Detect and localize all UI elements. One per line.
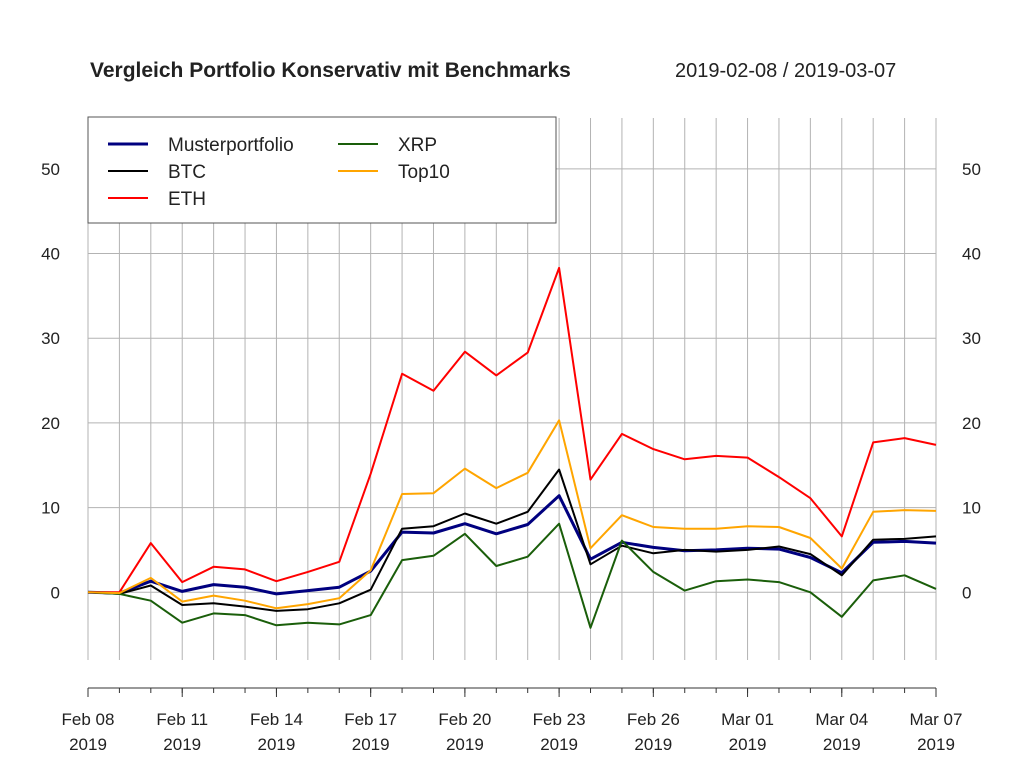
x-tick-label: Feb 17 (344, 710, 397, 729)
chart-subtitle: 2019-02-08 / 2019-03-07 (675, 60, 896, 82)
y-tick-label-left: 50 (41, 160, 60, 179)
x-tick-label: Feb 11 (156, 710, 208, 729)
x-tick-year: 2019 (917, 735, 955, 754)
series-line-top10 (87, 419, 937, 610)
chart-title: Vergleich Portfolio Konservativ mit Benc… (90, 59, 571, 82)
x-tick-year: 2019 (729, 735, 767, 754)
x-tick-year: 2019 (634, 735, 672, 754)
x-tick-label: Feb 26 (627, 710, 680, 729)
legend-box (87, 116, 557, 224)
x-tick-year: 2019 (823, 735, 861, 754)
y-tick-label-right: 40 (962, 245, 981, 264)
legend-label: Top10 (398, 162, 450, 183)
x-tick-year: 2019 (258, 735, 296, 754)
y-tick-label-right: 0 (962, 583, 971, 602)
legend-label: XRP (398, 135, 437, 156)
x-tick-year: 2019 (69, 735, 107, 754)
x-tick-year: 2019 (352, 735, 390, 754)
x-tick-label: Mar 04 (815, 710, 868, 729)
series-line-eth (88, 266, 937, 594)
x-tick-label: Mar 07 (910, 710, 963, 729)
legend-label: Musterportfolio (168, 135, 294, 156)
series-line-btc (87, 468, 937, 612)
y-tick-label-left: 30 (41, 329, 60, 348)
x-tick-label: Feb 08 (62, 710, 115, 729)
x-tick-label: Feb 23 (533, 710, 586, 729)
y-tick-label-left: 40 (41, 245, 60, 264)
legend: Musterportfolio BTC ETH XRP Top10 (87, 116, 557, 224)
x-tick-year: 2019 (540, 735, 578, 754)
x-tick-label: Feb 20 (438, 710, 491, 729)
y-tick-label-right: 20 (962, 414, 981, 433)
y-tick-label-left: 10 (41, 499, 60, 518)
axes: 0 0 10 10 20 20 30 30 40 40 50 50 Feb 08 2019 Feb 11 20… (41, 160, 981, 754)
legend-label: BTC (168, 162, 206, 183)
series-line-musterportfolio (87, 494, 937, 596)
y-tick-label-left: 0 (51, 583, 60, 602)
legend-label: ETH (168, 189, 206, 210)
x-tick-label: Mar 01 (721, 710, 774, 729)
x-tick-year: 2019 (163, 735, 201, 754)
y-tick-label-right: 10 (962, 499, 981, 518)
series-line-xrp (87, 522, 937, 629)
series-lines (87, 266, 937, 629)
y-tick-label-right: 30 (962, 329, 981, 348)
x-tick-label: Feb 14 (250, 710, 303, 729)
y-tick-label-right: 50 (962, 160, 981, 179)
y-tick-label-left: 20 (41, 414, 60, 433)
x-tick-year: 2019 (446, 735, 484, 754)
